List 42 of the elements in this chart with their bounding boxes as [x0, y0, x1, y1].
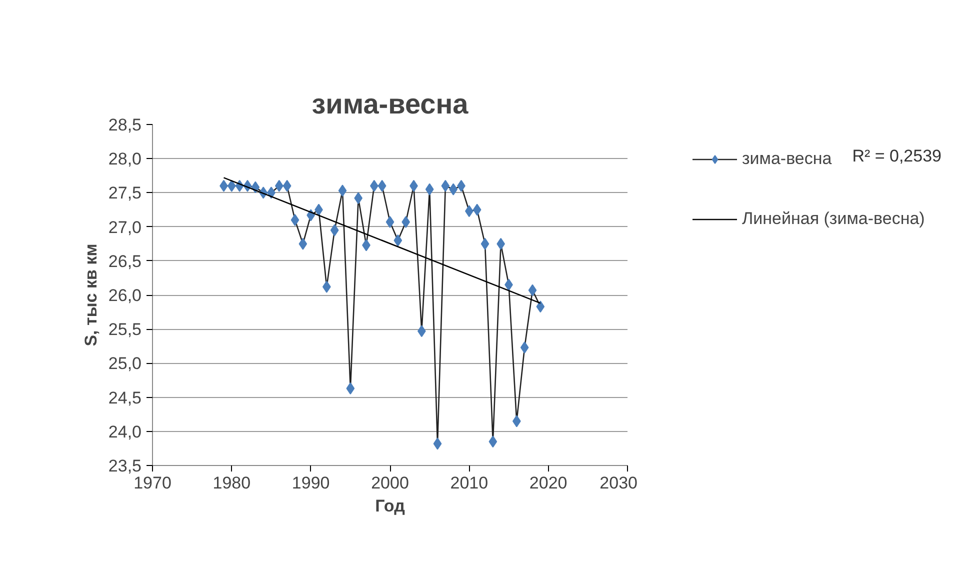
x-tick-label: 1980 [212, 474, 251, 492]
point [433, 438, 442, 450]
y-tick-label: 26,0 [108, 286, 142, 305]
legend-label: зима-весна [742, 149, 832, 169]
point [488, 436, 498, 448]
x-tick-label: 2010 [450, 474, 488, 492]
text: R² = 0,2539 [852, 146, 942, 166]
y-tick-label: 28,5 [108, 116, 142, 134]
y-tick-label: 26,5 [108, 252, 142, 271]
point [282, 180, 292, 192]
y-tick-label: 24,0 [108, 422, 142, 442]
point [298, 238, 308, 250]
point [346, 382, 355, 394]
x-tick-label: 2030 [600, 474, 638, 492]
x-tick-label: 2000 [371, 474, 409, 492]
point [338, 184, 347, 197]
y-tick-label: 27,5 [108, 184, 142, 203]
chart-title: зима-весна [312, 88, 469, 120]
y-tick-label: 23,5 [108, 456, 142, 476]
y-tick-label: 24,5 [108, 388, 142, 408]
y-tick-label: 25,0 [108, 354, 142, 374]
y-axis-title: S, тыс кв км [81, 244, 100, 346]
legend-label: Линейная (зима-весна) [742, 209, 925, 229]
x-tick-label: 1990 [292, 474, 330, 492]
point [425, 183, 434, 196]
point [536, 300, 545, 313]
y-tick-label: 28,0 [108, 150, 142, 169]
point [378, 180, 386, 192]
point [480, 238, 490, 250]
point [528, 284, 537, 296]
point [386, 216, 394, 228]
point [441, 180, 450, 192]
x-tick-label: 2020 [529, 474, 568, 492]
point [520, 342, 529, 354]
x-tick-label: 1970 [134, 474, 172, 492]
x-axis-title: Год [375, 496, 406, 516]
point [394, 234, 402, 246]
point [330, 224, 339, 236]
point [290, 214, 300, 226]
point [472, 204, 482, 216]
y-tick-label: 27,0 [108, 218, 142, 237]
y-tick-label: 25,5 [108, 320, 142, 340]
